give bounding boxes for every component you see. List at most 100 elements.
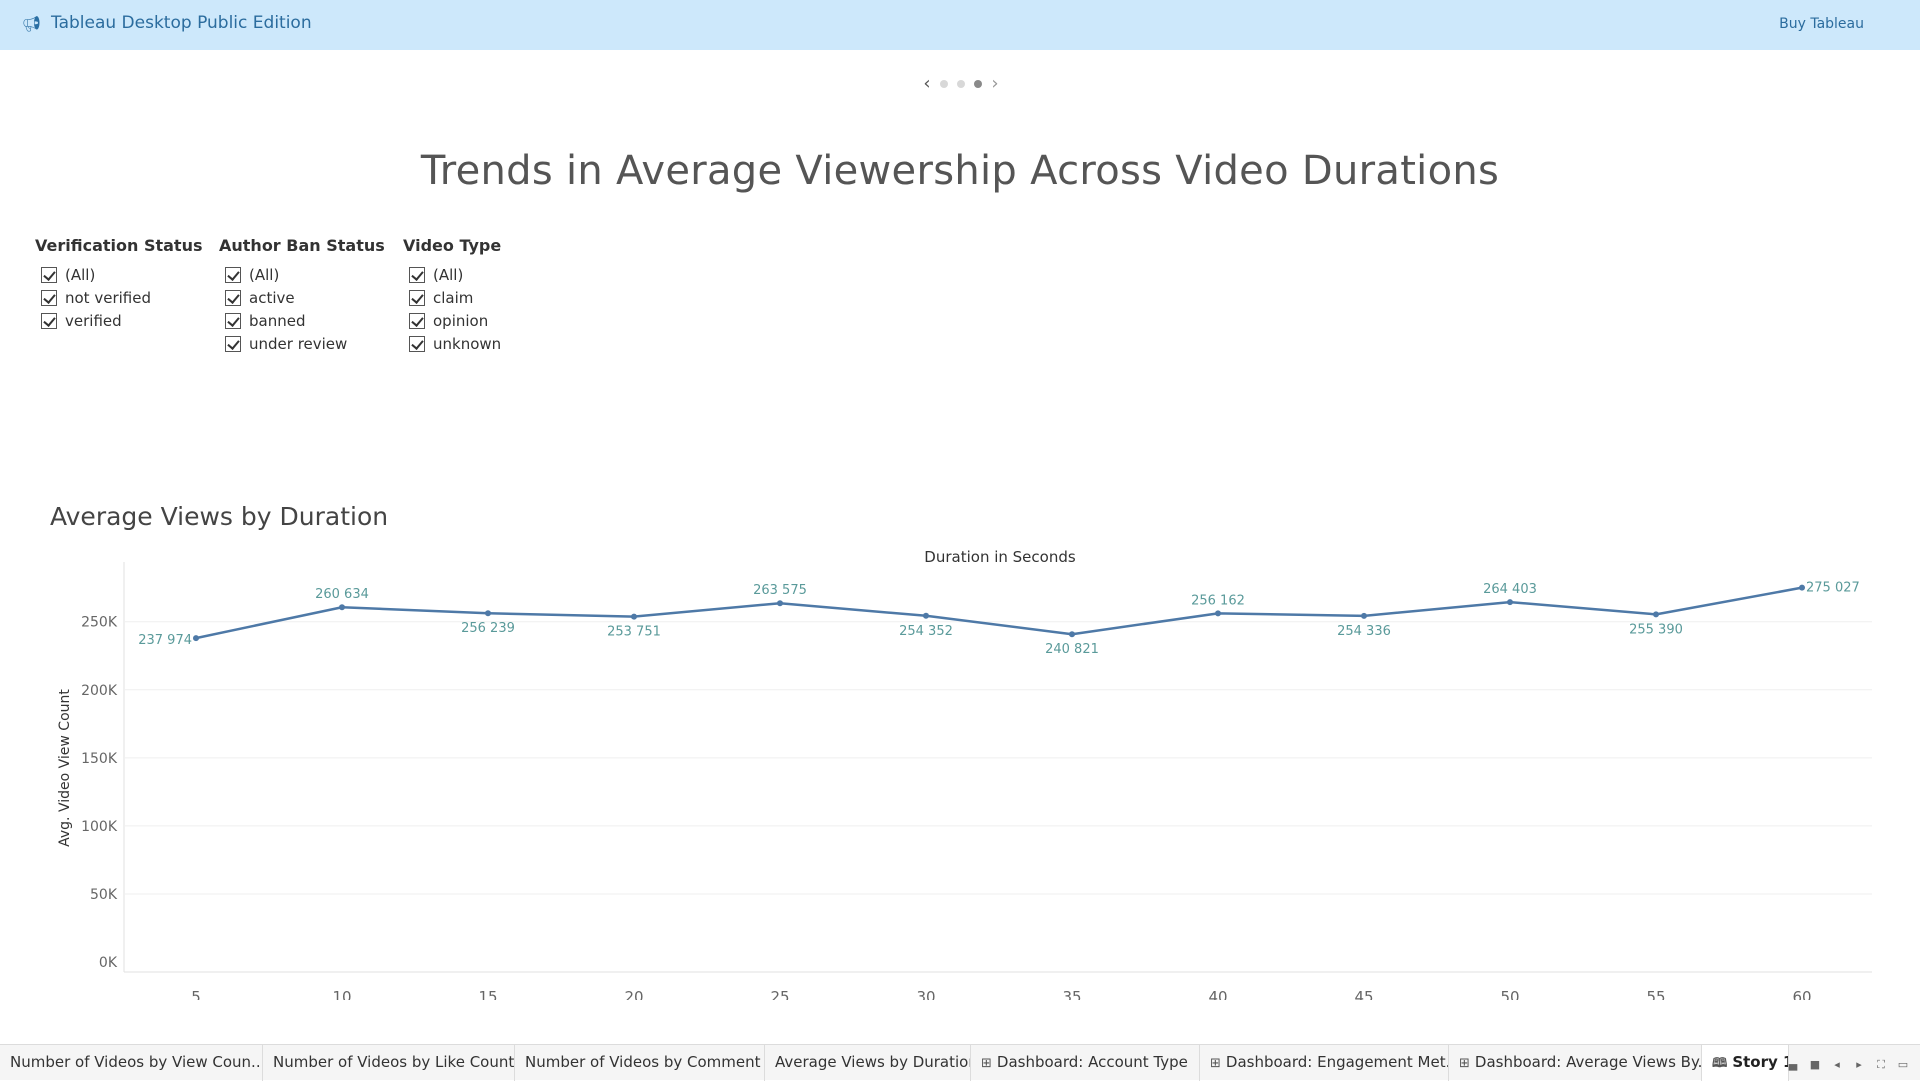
sheet-tab-label: Dashboard: Average Views By... (1474, 1053, 1702, 1071)
tab-controls: ▄ ■ ◂ ▸ ⛶ ▭ (1786, 1058, 1910, 1072)
megaphone-icon: 📢︎ (22, 15, 42, 33)
story-point-dot[interactable] (940, 80, 948, 88)
data-label: 263 575 (753, 583, 807, 598)
y-tick-label: 250K (81, 615, 118, 631)
app-title: Tableau Desktop Public Edition (51, 13, 312, 33)
checkbox[interactable] (225, 266, 241, 283)
sheet-tab-label: Number of Videos by View Coun... (10, 1053, 263, 1071)
sheet-tab[interactable]: Number of Videos by View Coun... (0, 1045, 263, 1081)
presentation-icon[interactable]: ▭ (1897, 1058, 1909, 1071)
checkbox[interactable] (409, 312, 425, 329)
sheet-tab-bar: Number of Videos by View Coun... Number o… (0, 1044, 1920, 1081)
checkbox[interactable] (41, 266, 57, 283)
y-axis-title: Avg. Video View Count (57, 689, 73, 847)
sheet-tab[interactable]: Average Views by Duration (765, 1045, 971, 1081)
sheet-tab-label: Average Views by Duration (775, 1053, 971, 1071)
data-label: 256 162 (1191, 593, 1245, 608)
checkbox[interactable] (409, 289, 425, 306)
dashboard-icon: ⊞ (1210, 1056, 1221, 1071)
filter-option-opinion[interactable]: opinion (403, 309, 501, 332)
series-line (195, 586, 1803, 640)
sheet-tab-label: Number of Videos by Like Count... (273, 1053, 515, 1071)
x-tick-label: 40 (1208, 988, 1227, 1000)
fullscreen-icon[interactable]: ⛶ (1877, 1058, 1885, 1071)
sheet-tab-label: Dashboard: Account Type (996, 1053, 1188, 1071)
data-label: 254 352 (899, 624, 953, 639)
filter-title: Author Ban Status (219, 236, 385, 255)
filter-option-verified[interactable]: verified (35, 309, 203, 332)
x-tick-label: 30 (916, 988, 935, 1000)
filter-option-claim[interactable]: claim (403, 286, 501, 309)
checkbox[interactable] (225, 335, 241, 352)
data-label: 256 239 (461, 621, 515, 636)
x-axis-title: Duration in Seconds (924, 548, 1076, 566)
data-point (631, 613, 637, 620)
filter-option-not-verified[interactable]: not verified (35, 286, 203, 309)
sheet-tab-label: Story 1 (1732, 1053, 1789, 1071)
data-point (1069, 631, 1075, 638)
data-point (777, 600, 783, 607)
filter-option-banned[interactable]: banned (219, 309, 385, 332)
chart-title: Average Views by Duration (50, 502, 389, 531)
y-tick-label: 0K (99, 955, 118, 971)
filter-option-under-review[interactable]: under review (219, 332, 385, 355)
dashboard-icon: ⊞ (1459, 1056, 1470, 1071)
sheet-tab[interactable]: ⊞ Dashboard: Average Views By... (1449, 1045, 1702, 1081)
sheet-tab[interactable]: Number of Videos by Like Count... (263, 1045, 515, 1081)
chevron-right-icon[interactable]: › (991, 73, 999, 94)
filter-option-all[interactable]: (All) (219, 263, 385, 286)
x-tick-label: 50 (1500, 988, 1519, 1000)
data-label: 240 821 (1045, 642, 1099, 657)
checkbox[interactable] (409, 335, 425, 352)
checkbox[interactable] (409, 266, 425, 283)
y-tick-label: 150K (81, 751, 118, 767)
y-tick-label: 200K (81, 683, 118, 699)
data-point (485, 610, 491, 617)
data-point (1799, 584, 1805, 591)
data-label: 237 974 (138, 633, 192, 648)
buy-tableau-link[interactable]: Buy Tableau (1779, 16, 1864, 32)
filter-option-all[interactable]: (All) (35, 263, 203, 286)
data-label: 260 634 (315, 587, 369, 602)
checkbox[interactable] (41, 312, 57, 329)
story-title: Trends in Average Viewership Across Vide… (420, 148, 1500, 194)
story-point-dot-active[interactable] (974, 80, 982, 88)
data-point (339, 604, 345, 611)
data-label: 255 390 (1629, 622, 1683, 637)
checkbox[interactable] (41, 289, 57, 306)
data-label: 253 751 (607, 625, 661, 640)
sheet-tab[interactable]: ⊞ Dashboard: Engagement Met... (1200, 1045, 1449, 1081)
filter-title: Video Type (403, 236, 502, 255)
sheet-tab[interactable]: ⊞ Dashboard: Account Type (971, 1045, 1200, 1081)
checkbox[interactable] (225, 312, 241, 329)
checkbox[interactable] (225, 289, 241, 306)
y-tick-label: 100K (81, 819, 118, 835)
show-tabs-icon[interactable]: ■ (1809, 1058, 1821, 1071)
sheet-tab[interactable]: Number of Videos by Comment ... (515, 1045, 765, 1081)
show-filmstrip-icon[interactable]: ▄ (1788, 1058, 1798, 1071)
filter-option-active[interactable]: active (219, 286, 385, 309)
sheet-tab-label: Dashboard: Engagement Met... (1225, 1053, 1449, 1071)
data-point (1653, 611, 1659, 618)
data-point (1507, 599, 1513, 606)
scroll-right-icon[interactable]: ▸ (1856, 1058, 1862, 1071)
story-point-dot[interactable] (957, 80, 965, 88)
x-tick-label: 35 (1062, 988, 1081, 1000)
data-point (193, 635, 199, 642)
data-point (923, 612, 929, 619)
data-point (1361, 612, 1367, 619)
dashboard-icon: ⊞ (981, 1056, 992, 1071)
y-tick-label: 50K (90, 887, 118, 903)
filter-option-all[interactable]: (All) (403, 263, 501, 286)
sheet-tab[interactable]: 🕮︎ Story 1 (1702, 1045, 1789, 1081)
story-navigator: ‹ › (920, 74, 1002, 94)
line-chart[interactable]: 0K 50K 100K 150K 200K 250K 5 10 15 20 25 30 35 40 45 50… (0, 540, 1920, 1000)
filter-video-type: Video Type (All) claim opinion unknown (403, 236, 501, 355)
filter-author-ban-status: Author Ban Status (All) active banned un… (219, 236, 385, 355)
filter-title: Verification Status (35, 236, 203, 255)
chevron-left-icon[interactable]: ‹ (923, 73, 931, 94)
data-label: 254 336 (1337, 624, 1391, 639)
scroll-left-icon[interactable]: ◂ (1834, 1058, 1840, 1071)
data-point (1215, 610, 1221, 617)
filter-option-unknown[interactable]: unknown (403, 332, 501, 355)
